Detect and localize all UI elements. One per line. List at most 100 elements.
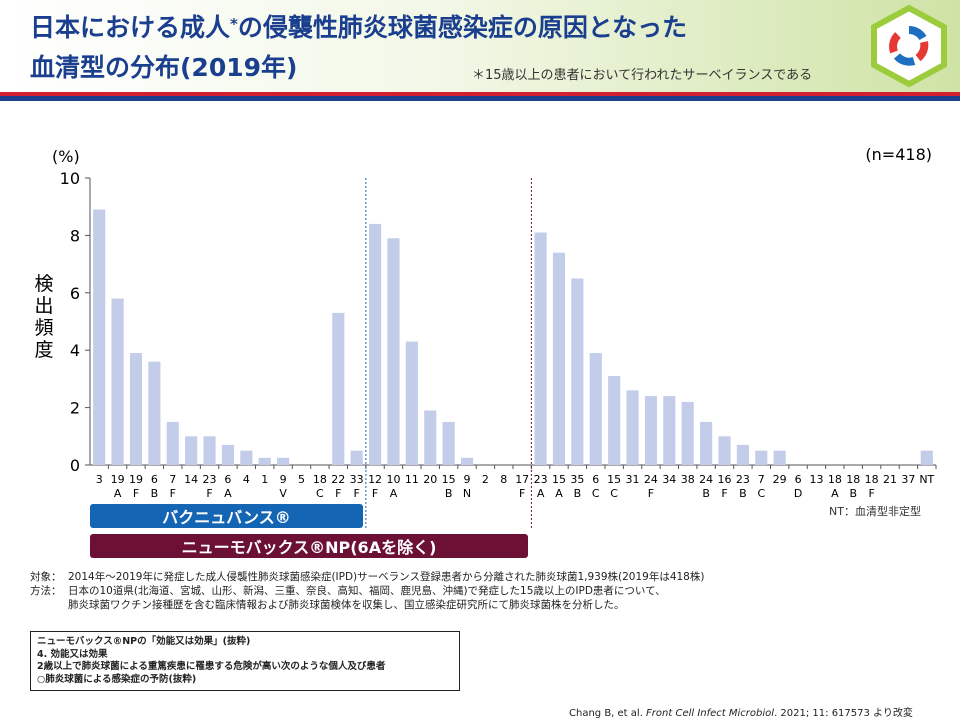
target-label: 対象：	[30, 571, 62, 583]
x-tick-label: 35	[570, 473, 584, 486]
x-tick-sublabel: A	[831, 487, 839, 500]
x-tick-sublabel: C	[316, 487, 324, 500]
x-tick-label: 18	[865, 473, 879, 486]
x-tick-sublabel: B	[574, 487, 582, 500]
x-tick-sublabel: F	[648, 487, 654, 500]
bar-serotype	[277, 457, 290, 465]
bar-serotype	[424, 410, 437, 465]
x-tick-sublabel: F	[721, 487, 727, 500]
bar-serotype	[368, 223, 382, 465]
header-stripe-red	[0, 92, 960, 96]
bar-serotype	[552, 252, 566, 465]
x-tick-sublabel: B	[702, 487, 710, 500]
bar-serotype	[663, 396, 676, 465]
x-tick-label: 29	[773, 473, 787, 486]
x-tick-sublabel: F	[372, 487, 378, 500]
method-text-1: 日本の10道県(北海道、宮城、山形、新潟、三重、奈良、高知、福岡、鹿児島、沖縄)…	[68, 585, 666, 597]
x-tick-label: 23	[534, 473, 548, 486]
x-tick-label: 14	[184, 473, 198, 486]
method-label: 方法：	[30, 585, 62, 597]
bar-serotype	[736, 444, 749, 465]
bar-serotype	[718, 436, 731, 465]
x-tick-sublabel: C	[610, 487, 618, 500]
target-text: 2014年～2019年に発症した成人侵襲性肺炎球菌感染症(IPD)サーベランス登…	[68, 571, 705, 583]
bar-serotype	[166, 421, 179, 465]
x-tick-sublabel: A	[390, 487, 398, 500]
bars	[93, 209, 933, 465]
indication-line-2: 4. 効能又は効果	[37, 648, 108, 660]
x-tick-sublabel: F	[133, 487, 139, 500]
bar-serotype	[442, 421, 455, 465]
x-tick-label: 20	[423, 473, 437, 486]
x-tick-label: 23	[736, 473, 750, 486]
x-tick-sublabel: F	[335, 487, 341, 500]
company-logo	[871, 4, 947, 88]
x-tick-label: 18	[828, 473, 842, 486]
x-tick-label: 5	[298, 473, 305, 486]
bar-serotype	[534, 232, 547, 465]
bar-serotype	[405, 341, 418, 465]
bar-serotype	[350, 450, 363, 465]
y-tick-label: 4	[70, 341, 80, 360]
x-tick-label: 19	[111, 473, 125, 486]
indication-line-3: 2歳以上で肺炎球菌による重篤疾患に罹患する危険が高い次のような個人及び患者	[37, 661, 386, 672]
x-tick-label: 12	[368, 473, 382, 486]
x-tick-label: 24	[644, 473, 658, 486]
y-axis-ticks: 0 2 4 6 8 10	[60, 169, 936, 475]
bar-serotype	[185, 436, 198, 465]
bar-serotype	[589, 353, 602, 465]
y-axis-label-char: 頻	[34, 317, 53, 339]
bar-serotype	[148, 361, 161, 465]
x-tick-label: 6	[795, 473, 802, 486]
bar-serotype	[240, 450, 253, 465]
x-tick-label: 18	[846, 473, 860, 486]
sample-size-label: (n=418)	[865, 145, 932, 164]
x-tick-label: 7	[169, 473, 176, 486]
x-tick-label: 37	[901, 473, 915, 486]
x-tick-label: 13	[809, 473, 823, 486]
study-notes: 対象： 2014年～2019年に発症した成人侵襲性肺炎球菌感染症(IPD)サーベラ…	[30, 570, 704, 612]
x-tick-label: 38	[681, 473, 695, 486]
x-tick-sublabel: F	[354, 487, 360, 500]
x-tick-sublabel: F	[519, 487, 525, 500]
x-tick-sublabel: F	[868, 487, 874, 500]
x-tick-sublabel: B	[849, 487, 857, 500]
x-tick-label: 23	[203, 473, 217, 486]
y-tick-label: 0	[70, 456, 80, 475]
x-tick-label: 11	[405, 473, 419, 486]
x-tick-label: 19	[129, 473, 143, 486]
bar-serotype	[203, 436, 216, 465]
x-tick-label: 6	[224, 473, 231, 486]
citation: Chang B, et al. Front Cell Infect Microb…	[569, 708, 913, 719]
bar-serotype	[460, 457, 474, 465]
bar-serotype	[221, 444, 235, 465]
bar-serotype	[93, 209, 106, 465]
y-axis-label-char: 出	[34, 295, 53, 317]
x-tick-label: 4	[243, 473, 250, 486]
x-tick-label: 15	[552, 473, 566, 486]
x-tick-sublabel: F	[206, 487, 212, 500]
x-tick-label: 15	[442, 473, 456, 486]
header-banner: 日本における成人*の侵襲性肺炎球菌感染症の原因となった 血清型の分布(2019年…	[0, 0, 960, 92]
x-tick-label: 10	[386, 473, 400, 486]
vaccine-band-pneumovax: ニューモバックス®NP(6Aを除く)	[90, 534, 528, 558]
x-tick-label: 24	[699, 473, 713, 486]
x-tick-label: 6	[151, 473, 158, 486]
x-tick-sublabel: C	[592, 487, 600, 500]
bar-serotype	[644, 396, 658, 465]
x-tick-sublabel: B	[151, 487, 159, 500]
bar-serotype	[773, 450, 786, 465]
bar-serotype	[700, 421, 713, 465]
y-tick-label: 6	[70, 284, 80, 303]
x-tick-label: 16	[718, 473, 732, 486]
x-tick-sublabel: A	[224, 487, 232, 500]
bar-serotype	[608, 376, 621, 465]
x-tick-label: 22	[331, 473, 345, 486]
indication-line-4: ○肺炎球菌による感染症の予防(抜粋)	[37, 673, 197, 685]
bar-serotype	[626, 390, 639, 465]
y-tick-label: 8	[70, 226, 80, 245]
x-tick-sublabel: A	[555, 487, 563, 500]
bar-serotype	[755, 450, 768, 465]
